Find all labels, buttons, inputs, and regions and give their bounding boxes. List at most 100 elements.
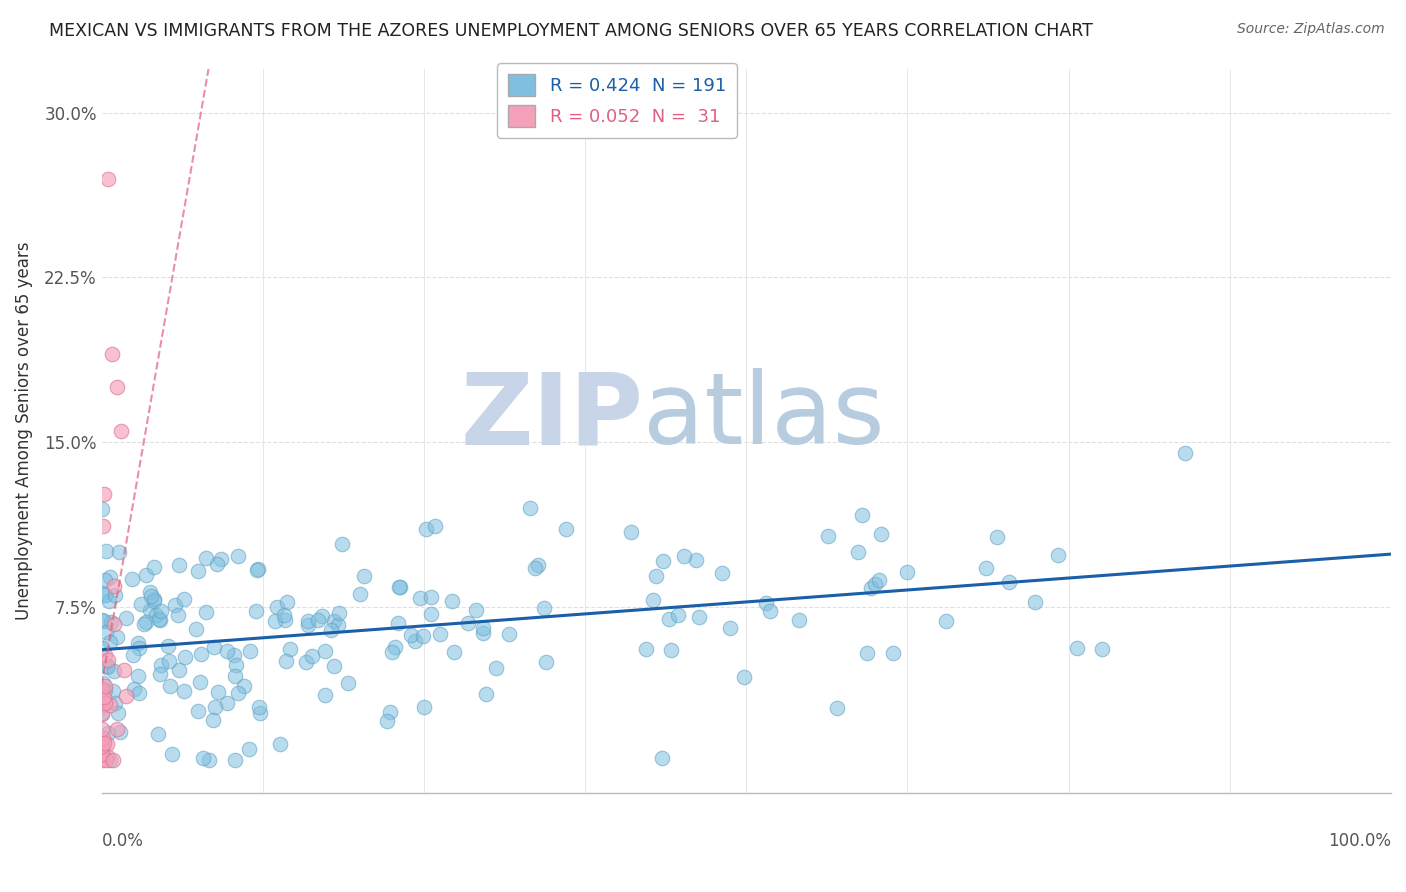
Point bbox=[91, 731, 114, 745]
Point bbox=[533, 601, 555, 615]
Point bbox=[222, 648, 245, 663]
Point bbox=[127, 668, 149, 682]
Point bbox=[353, 568, 375, 582]
Point bbox=[280, 642, 302, 657]
Point bbox=[121, 648, 143, 663]
Point bbox=[419, 590, 441, 604]
Point bbox=[375, 714, 398, 728]
Point bbox=[475, 687, 498, 701]
Point bbox=[91, 739, 114, 754]
Point bbox=[472, 626, 495, 640]
Point bbox=[98, 570, 121, 584]
Point bbox=[103, 684, 125, 698]
Point bbox=[276, 594, 298, 608]
Text: 0.0%: 0.0% bbox=[101, 832, 143, 850]
Point bbox=[860, 582, 883, 596]
Point bbox=[174, 650, 197, 665]
Point bbox=[139, 585, 162, 599]
Point bbox=[91, 675, 114, 690]
Point bbox=[328, 606, 350, 620]
Point bbox=[1024, 595, 1046, 609]
Point bbox=[90, 706, 112, 721]
Point bbox=[173, 683, 195, 698]
Point bbox=[103, 579, 125, 593]
Point bbox=[150, 604, 173, 618]
Point bbox=[198, 753, 221, 767]
Point bbox=[399, 628, 422, 642]
Point bbox=[274, 654, 297, 668]
Point bbox=[94, 588, 117, 602]
Point bbox=[90, 706, 112, 721]
Point bbox=[817, 528, 839, 542]
Point bbox=[472, 621, 495, 635]
Point bbox=[620, 524, 643, 539]
Y-axis label: Unemployment Among Seniors over 65 years: Unemployment Among Seniors over 65 years bbox=[15, 242, 32, 620]
Point bbox=[98, 753, 121, 767]
Point bbox=[526, 558, 548, 572]
Point bbox=[91, 519, 114, 533]
Point bbox=[1174, 446, 1197, 460]
Point bbox=[658, 612, 681, 626]
Point bbox=[91, 694, 114, 708]
Point bbox=[311, 609, 333, 624]
Point bbox=[96, 659, 118, 673]
Point bbox=[188, 675, 211, 690]
Point bbox=[93, 614, 115, 628]
Point bbox=[870, 527, 893, 541]
Point bbox=[319, 624, 342, 638]
Point bbox=[94, 574, 117, 588]
Point bbox=[330, 537, 353, 551]
Point bbox=[323, 614, 346, 628]
Point bbox=[457, 616, 479, 631]
Point bbox=[187, 564, 209, 578]
Point bbox=[94, 679, 117, 693]
Point bbox=[156, 639, 179, 653]
Point bbox=[149, 667, 172, 681]
Point bbox=[142, 560, 165, 574]
Point bbox=[328, 618, 350, 632]
Point bbox=[974, 561, 997, 575]
Point bbox=[148, 727, 170, 741]
Point bbox=[115, 689, 138, 703]
Point bbox=[96, 737, 118, 751]
Point bbox=[105, 630, 128, 644]
Point bbox=[93, 487, 115, 501]
Point bbox=[157, 654, 180, 668]
Point bbox=[381, 644, 404, 658]
Point bbox=[194, 605, 217, 619]
Point bbox=[443, 645, 465, 659]
Point bbox=[217, 644, 239, 658]
Point bbox=[90, 641, 112, 656]
Point bbox=[249, 706, 271, 721]
Point bbox=[142, 592, 165, 607]
Point bbox=[1066, 641, 1088, 656]
Point bbox=[718, 621, 741, 635]
Point bbox=[787, 613, 810, 627]
Point bbox=[112, 663, 135, 677]
Legend: R = 0.424  N = 191, R = 0.052  N =  31: R = 0.424 N = 191, R = 0.052 N = 31 bbox=[498, 63, 737, 138]
Point bbox=[166, 608, 188, 623]
Point bbox=[429, 627, 451, 641]
Point bbox=[652, 554, 675, 568]
Point bbox=[105, 723, 128, 737]
Point bbox=[129, 597, 152, 611]
Point bbox=[644, 569, 666, 583]
Point bbox=[380, 706, 402, 720]
Point bbox=[672, 549, 695, 564]
Point bbox=[96, 749, 118, 764]
Point bbox=[194, 551, 217, 566]
Point bbox=[863, 577, 886, 591]
Point bbox=[187, 704, 209, 718]
Point bbox=[90, 681, 112, 696]
Point bbox=[94, 753, 117, 767]
Point bbox=[297, 618, 319, 632]
Point bbox=[190, 647, 212, 661]
Point bbox=[135, 567, 157, 582]
Text: MEXICAN VS IMMIGRANTS FROM THE AZORES UNEMPLOYMENT AMONG SENIORS OVER 65 YEARS C: MEXICAN VS IMMIGRANTS FROM THE AZORES UN… bbox=[49, 22, 1092, 40]
Point bbox=[387, 616, 409, 631]
Point bbox=[384, 640, 406, 654]
Point bbox=[233, 679, 256, 693]
Point bbox=[165, 598, 187, 612]
Point bbox=[107, 706, 129, 720]
Point bbox=[896, 565, 918, 579]
